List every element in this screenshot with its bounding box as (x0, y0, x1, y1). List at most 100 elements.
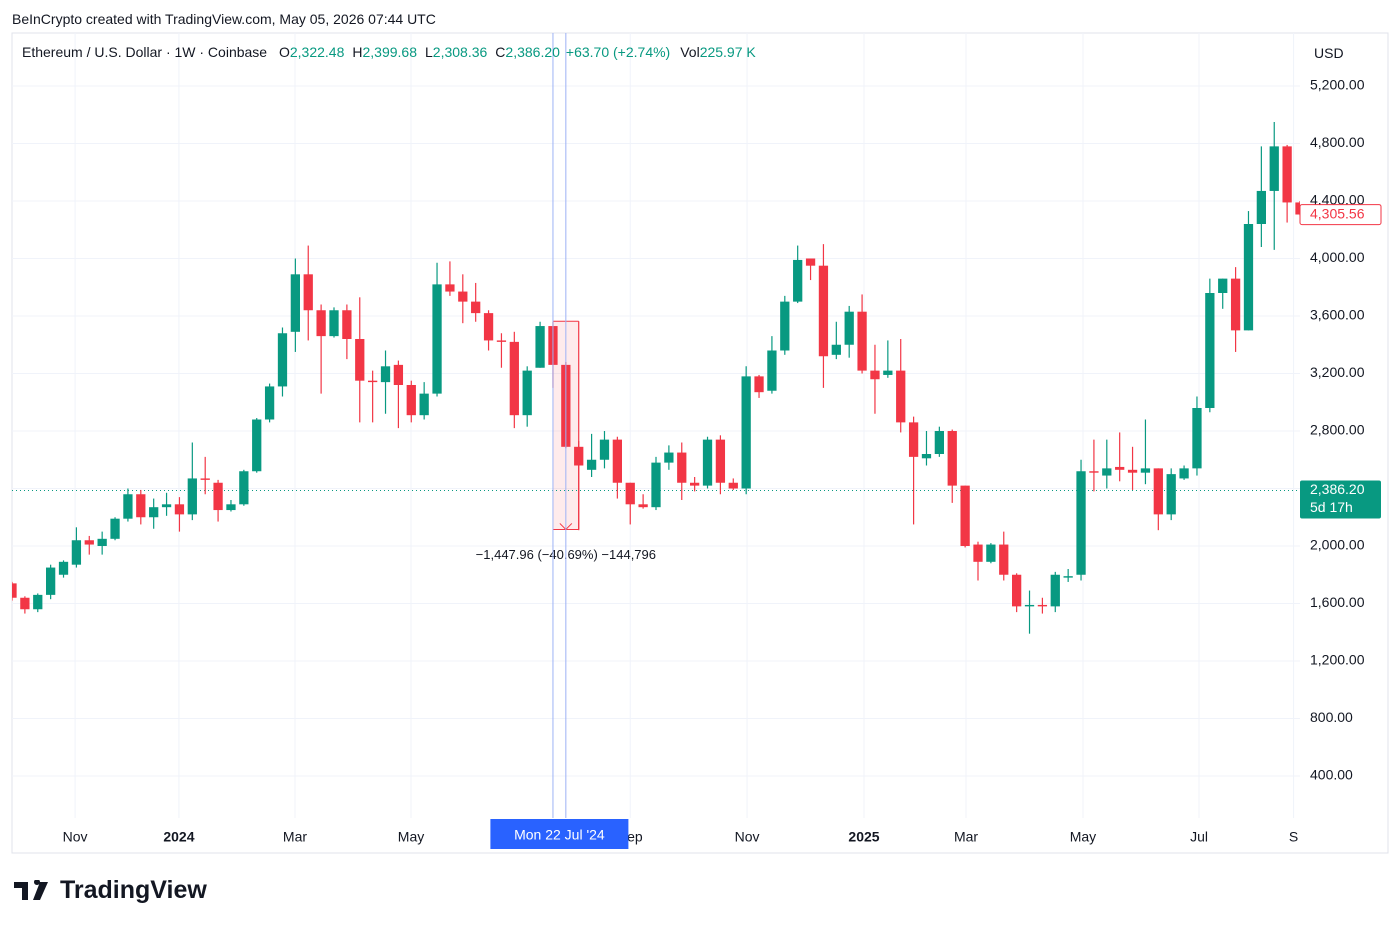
crosshair-tag (490, 819, 629, 849)
y-tick-label: 4,800.00 (1310, 134, 1365, 150)
candle-body (1115, 466, 1125, 470)
candle-body (1089, 471, 1099, 473)
candle-body (651, 462, 661, 508)
candle-body (432, 284, 442, 394)
candle-body (1230, 278, 1241, 331)
candle-body (1102, 468, 1112, 476)
price-tag-sub: 5d 17h (1310, 499, 1353, 515)
candle-body (574, 446, 584, 466)
candle-body (368, 380, 378, 383)
candle-body (303, 274, 313, 311)
candle-body (883, 370, 893, 375)
candle-body (921, 453, 932, 459)
candle-body (380, 366, 391, 383)
candle-body (973, 544, 983, 562)
candle-body (458, 291, 468, 302)
y-tick-label: 400.00 (1310, 767, 1353, 783)
candle-body (149, 507, 159, 518)
y-tick-label: 3,600.00 (1310, 307, 1365, 323)
candle-body (20, 597, 30, 610)
y-tick-label: 3,200.00 (1310, 364, 1365, 380)
frame (11, 32, 1389, 854)
candle-body (329, 310, 339, 337)
x-tick-label: S (1289, 829, 1298, 845)
legend: Ethereum / U.S. Dollar · 1W · Coinbase O… (22, 44, 756, 60)
candle-body (999, 544, 1009, 575)
candle-body (715, 439, 726, 483)
caption: BeInCrypto created with TradingView.com,… (12, 11, 436, 27)
ohlc-value: 2,399.68 (362, 44, 418, 60)
candle-body (1205, 292, 1215, 408)
candle-body (896, 370, 906, 423)
candle-body (870, 370, 880, 380)
candle-body (509, 341, 519, 416)
candle-body (406, 384, 416, 416)
y-tick-label: 5,200.00 (1310, 77, 1365, 93)
volume-key: Vol (680, 44, 700, 60)
y-tick-label: 1,200.00 (1310, 652, 1365, 668)
logo-text: TradingView (60, 876, 207, 904)
candle-body (1037, 604, 1048, 607)
candle-body (496, 340, 507, 342)
candle-body (187, 478, 197, 515)
y-tick-label: 4,000.00 (1310, 249, 1365, 265)
candle-body (393, 364, 404, 385)
candle-body (677, 452, 687, 483)
candle-body (316, 310, 326, 337)
candle-body (123, 494, 133, 519)
candle-body (625, 482, 635, 505)
candle-body (586, 459, 597, 470)
x-tick-label: Nov (63, 829, 88, 845)
price-tag (1300, 480, 1381, 519)
y-tick-label: 2,000.00 (1310, 537, 1365, 553)
candle-body (1295, 202, 1300, 215)
x-tick-label: 2024 (163, 829, 194, 845)
candle-body (960, 485, 970, 546)
candle-body (97, 538, 107, 546)
candle-body (342, 310, 352, 339)
y-tick-label: 800.00 (1310, 709, 1353, 725)
candle-body (1218, 278, 1228, 293)
candle-body (200, 478, 210, 480)
candle-body (754, 376, 764, 393)
price-tag-label: 4,305.56 (1310, 205, 1365, 221)
ohlc-value: 2,386.20 (505, 44, 560, 60)
x-tick-label: 2025 (848, 829, 879, 845)
candle-body (1256, 190, 1266, 224)
candle-body (355, 338, 365, 381)
change: +63.70 (+2.74%) (565, 44, 671, 60)
candle-body (934, 430, 944, 454)
x-tick-label: May (398, 829, 424, 845)
x-tick-label: Nov (735, 829, 760, 845)
candle-body (1024, 604, 1035, 607)
candle-body (728, 482, 738, 489)
candle-body (702, 439, 713, 486)
candle-body (174, 504, 185, 515)
candle-body (239, 471, 249, 505)
footer: TradingView (14, 876, 207, 905)
ohlc-key: L (425, 44, 433, 60)
plot (12, 33, 1300, 818)
candle-body (1269, 146, 1279, 191)
candle-body (445, 284, 455, 292)
candle-body (419, 393, 429, 416)
candle-body (290, 274, 300, 332)
logo-icon (14, 879, 48, 900)
candle-body (844, 311, 854, 345)
candle-body (1166, 474, 1176, 515)
candle-body (599, 439, 610, 460)
candle-body (12, 583, 17, 598)
ohlc-value: 2,308.36 (432, 44, 488, 60)
price-tag (1299, 204, 1382, 226)
candle-body (136, 494, 146, 518)
candle-body (161, 504, 172, 508)
candle-body (58, 561, 69, 575)
candle-body (1282, 146, 1292, 203)
candle-body (805, 258, 816, 266)
candle-body (535, 326, 545, 368)
candle-body (767, 350, 777, 391)
candle-body (793, 259, 803, 302)
candle-body (46, 567, 56, 595)
